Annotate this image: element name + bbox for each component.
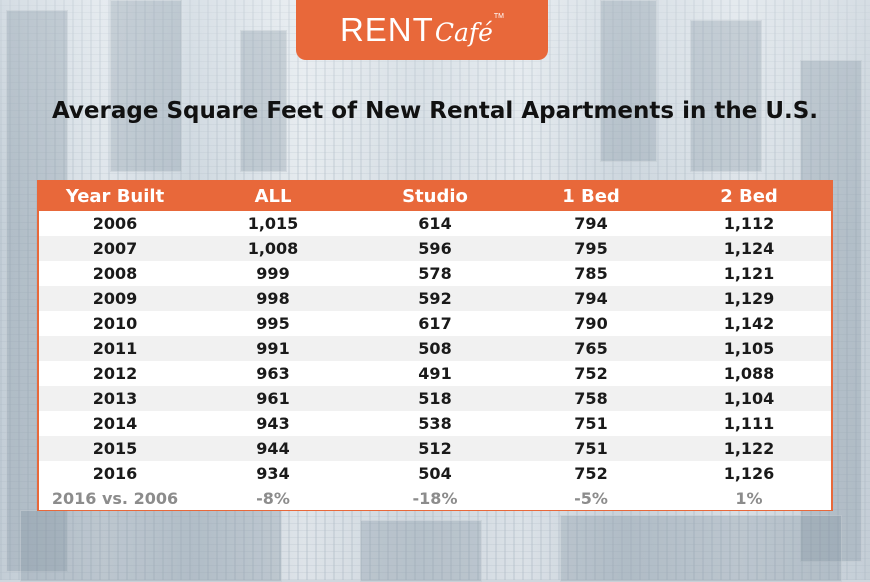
value-cell: 1,122 <box>667 436 831 461</box>
value-cell: 578 <box>355 261 515 286</box>
value-cell: 963 <box>191 361 355 386</box>
year-cell: 2011 <box>39 336 191 361</box>
value-cell: 785 <box>515 261 667 286</box>
value-cell: 1,008 <box>191 236 355 261</box>
background-building <box>110 0 182 172</box>
value-cell: 1,015 <box>191 211 355 236</box>
background-building <box>360 520 482 582</box>
column-header: ALL <box>191 182 355 211</box>
value-cell: 596 <box>355 236 515 261</box>
value-cell: 1,124 <box>667 236 831 261</box>
value-cell: 998 <box>191 286 355 311</box>
summary-label-cell: 2016 vs. 2006 <box>39 486 191 510</box>
value-cell: 1,105 <box>667 336 831 361</box>
value-cell: 795 <box>515 236 667 261</box>
value-cell: 1,126 <box>667 461 831 486</box>
data-table: Year Built ALL Studio 1 Bed 2 Bed 2006 1,015 6… <box>39 182 831 510</box>
value-cell: 512 <box>355 436 515 461</box>
value-cell: 592 <box>355 286 515 311</box>
value-cell: 752 <box>515 361 667 386</box>
value-cell: 1,088 <box>667 361 831 386</box>
column-header: 1 Bed <box>515 182 667 211</box>
table-row: 2009 998 592 794 1,129 <box>39 286 831 311</box>
value-cell: 508 <box>355 336 515 361</box>
value-cell: 1,104 <box>667 386 831 411</box>
value-cell: 944 <box>191 436 355 461</box>
value-cell: 1,112 <box>667 211 831 236</box>
value-cell: 934 <box>191 461 355 486</box>
summary-change-cell: -18% <box>355 486 515 510</box>
value-cell: 790 <box>515 311 667 336</box>
background-building <box>240 30 287 172</box>
logo-trademark: TM <box>493 13 505 20</box>
value-cell: 1,111 <box>667 411 831 436</box>
summary-row: 2016 vs. 2006 -8% -18% -5% 1% <box>39 486 831 510</box>
logo-cafe-text: Café <box>434 17 493 47</box>
value-cell: 961 <box>191 386 355 411</box>
chart-title: Average Square Feet of New Rental Apartm… <box>51 98 819 124</box>
table-row: 2007 1,008 596 795 1,124 <box>39 236 831 261</box>
value-cell: 538 <box>355 411 515 436</box>
year-cell: 2007 <box>39 236 191 261</box>
value-cell: 751 <box>515 411 667 436</box>
table-row: 2006 1,015 614 794 1,112 <box>39 211 831 236</box>
table-body: 2006 1,015 614 794 1,112 2007 1,008 596 795 1,124… <box>39 211 831 510</box>
column-header: Year Built <box>39 182 191 211</box>
column-header: Studio <box>355 182 515 211</box>
table-row: 2011 991 508 765 1,105 <box>39 336 831 361</box>
value-cell: 504 <box>355 461 515 486</box>
year-cell: 2009 <box>39 286 191 311</box>
value-cell: 614 <box>355 211 515 236</box>
value-cell: 765 <box>515 336 667 361</box>
year-cell: 2013 <box>39 386 191 411</box>
table-row: 2016 934 504 752 1,126 <box>39 461 831 486</box>
table-row: 2013 961 518 758 1,104 <box>39 386 831 411</box>
year-cell: 2015 <box>39 436 191 461</box>
table-row: 2014 943 538 751 1,111 <box>39 411 831 436</box>
value-cell: 518 <box>355 386 515 411</box>
value-cell: 751 <box>515 436 667 461</box>
logo-rent-text: RENT <box>339 11 434 48</box>
rentcafe-logo: RENT Café TM <box>296 0 548 60</box>
year-cell: 2014 <box>39 411 191 436</box>
value-cell: 1,142 <box>667 311 831 336</box>
background-building <box>600 0 657 162</box>
value-cell: 752 <box>515 461 667 486</box>
value-cell: 617 <box>355 311 515 336</box>
year-cell: 2010 <box>39 311 191 336</box>
table-header-row: Year Built ALL Studio 1 Bed 2 Bed <box>39 182 831 211</box>
table-row: 2012 963 491 752 1,088 <box>39 361 831 386</box>
value-cell: 999 <box>191 261 355 286</box>
year-cell: 2008 <box>39 261 191 286</box>
value-cell: 1,129 <box>667 286 831 311</box>
summary-change-cell: -8% <box>191 486 355 510</box>
value-cell: 758 <box>515 386 667 411</box>
table-row: 2010 995 617 790 1,142 <box>39 311 831 336</box>
background-building <box>560 515 842 582</box>
value-cell: 491 <box>355 361 515 386</box>
column-header: 2 Bed <box>667 182 831 211</box>
value-cell: 943 <box>191 411 355 436</box>
value-cell: 991 <box>191 336 355 361</box>
value-cell: 794 <box>515 211 667 236</box>
table-row: 2015 944 512 751 1,122 <box>39 436 831 461</box>
year-cell: 2006 <box>39 211 191 236</box>
value-cell: 1,121 <box>667 261 831 286</box>
summary-change-cell: -5% <box>515 486 667 510</box>
year-cell: 2016 <box>39 461 191 486</box>
year-cell: 2012 <box>39 361 191 386</box>
background-building <box>20 510 282 582</box>
data-table-container: Year Built ALL Studio 1 Bed 2 Bed 2006 1,015 6… <box>37 180 833 511</box>
value-cell: 794 <box>515 286 667 311</box>
value-cell: 995 <box>191 311 355 336</box>
table-row: 2008 999 578 785 1,121 <box>39 261 831 286</box>
summary-change-cell: 1% <box>667 486 831 510</box>
background-building <box>690 20 762 172</box>
